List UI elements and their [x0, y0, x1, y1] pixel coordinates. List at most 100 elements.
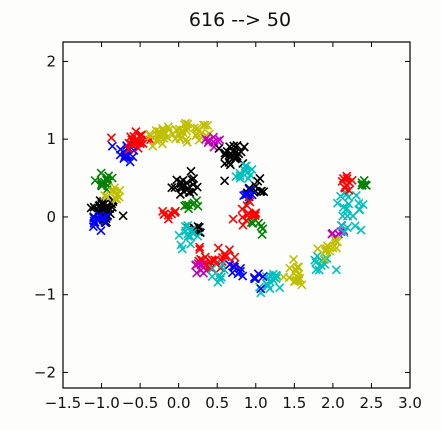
- scatter-point: [215, 274, 225, 284]
- scatter-point: [192, 129, 202, 139]
- scatter-point: [328, 243, 338, 253]
- x-tick-label: 2.0: [321, 394, 345, 412]
- scatter-point: [155, 127, 165, 137]
- cluster-2: [90, 168, 117, 195]
- x-tick-label: 2.5: [360, 394, 384, 412]
- cluster-27: [249, 269, 268, 294]
- scatter-point: [332, 198, 343, 208]
- scatter-point: [179, 201, 190, 211]
- scatter-point: [331, 265, 341, 275]
- scatter-point: [239, 142, 249, 152]
- scatter-point: [227, 268, 238, 278]
- scatter-point: [100, 217, 110, 228]
- scatter-point: [322, 254, 332, 264]
- scatter-point: [155, 129, 165, 139]
- scatter-point: [168, 129, 178, 139]
- scatter-point: [170, 206, 181, 216]
- scatter-point: [259, 187, 269, 197]
- cluster-17: [179, 196, 203, 214]
- scatter-point: [207, 271, 217, 282]
- cluster-25: [225, 260, 248, 281]
- plot-frame: [62, 41, 411, 389]
- scatter-point: [202, 120, 213, 130]
- scatter-point: [228, 214, 238, 224]
- scatter-point: [131, 126, 141, 137]
- scatter-point: [175, 133, 185, 143]
- scatter-point: [289, 276, 299, 287]
- scatter-point: [220, 176, 230, 186]
- scatter-point: [216, 272, 226, 282]
- scatter-point: [220, 252, 230, 262]
- scatter-point: [195, 244, 205, 254]
- scatter-point: [240, 161, 250, 171]
- scatter-point: [344, 185, 354, 195]
- scatter-point: [357, 180, 367, 190]
- cluster-32: [337, 198, 368, 238]
- x-tick-label: −1.0: [83, 394, 119, 412]
- scatter-point: [331, 243, 342, 253]
- x-tick-label: 3.0: [398, 394, 422, 412]
- scatter-point: [258, 272, 268, 282]
- cluster-28: [279, 254, 307, 290]
- scatter-point: [183, 183, 193, 193]
- scatter-point: [342, 222, 352, 233]
- scatter-point: [256, 288, 266, 298]
- scatter-point: [181, 122, 191, 132]
- scatter-point: [96, 168, 106, 178]
- scatter-point: [330, 235, 340, 245]
- scatter-point: [242, 189, 252, 199]
- scatter-point: [342, 173, 352, 184]
- scatter-point: [336, 191, 346, 201]
- scatter-point: [229, 262, 240, 272]
- scatter-point: [195, 242, 205, 252]
- scatter-point: [174, 230, 184, 240]
- chart-title: 616 --> 50: [189, 9, 291, 31]
- scatter-point: [134, 131, 144, 141]
- scatter-point: [177, 244, 187, 254]
- scatter-point: [215, 135, 225, 145]
- cluster-18: [158, 206, 181, 224]
- scatter-point: [135, 139, 145, 149]
- scatter-point: [192, 196, 202, 206]
- cluster-1: [88, 210, 112, 236]
- scatter-point: [181, 226, 191, 236]
- scatter-point: [193, 221, 203, 232]
- scatter-point: [107, 173, 117, 183]
- scatter-point: [182, 137, 192, 147]
- scatter-point: [235, 266, 245, 276]
- scatter-point: [200, 120, 210, 130]
- scatter-point: [89, 212, 99, 222]
- scatter-point: [289, 254, 299, 265]
- cluster-29: [310, 251, 341, 275]
- scatter-point: [137, 130, 147, 140]
- cluster-30: [313, 232, 343, 264]
- scatter-point: [237, 212, 248, 222]
- x-tick-label: 1.5: [282, 394, 306, 412]
- scatter-point: [96, 226, 106, 236]
- scatter-point: [253, 176, 263, 186]
- cluster-14: [228, 197, 261, 230]
- scatter-point: [342, 211, 353, 221]
- scatter-point: [250, 209, 260, 219]
- scatter-point: [355, 205, 365, 215]
- scatter-point: [225, 260, 235, 270]
- scatter-point: [351, 190, 361, 201]
- scatter-point: [339, 228, 349, 238]
- scatter-point: [293, 262, 304, 272]
- x-tick-label: 1.0: [244, 394, 268, 412]
- scatter-point: [231, 172, 241, 182]
- scatter-point: [115, 144, 126, 154]
- scatter-point: [344, 199, 354, 209]
- scatter-point: [338, 202, 349, 212]
- scatter-point: [106, 133, 116, 143]
- scatter-point: [339, 182, 350, 193]
- scatter-point: [311, 265, 321, 275]
- scatter-point: [186, 239, 196, 249]
- scatter-point: [107, 141, 117, 151]
- scatter-point: [207, 264, 218, 274]
- scatter-point: [295, 273, 305, 284]
- cluster-6: [145, 122, 173, 151]
- scatter-point: [328, 228, 338, 238]
- scatter-point: [256, 284, 266, 294]
- scatter-point: [265, 284, 275, 294]
